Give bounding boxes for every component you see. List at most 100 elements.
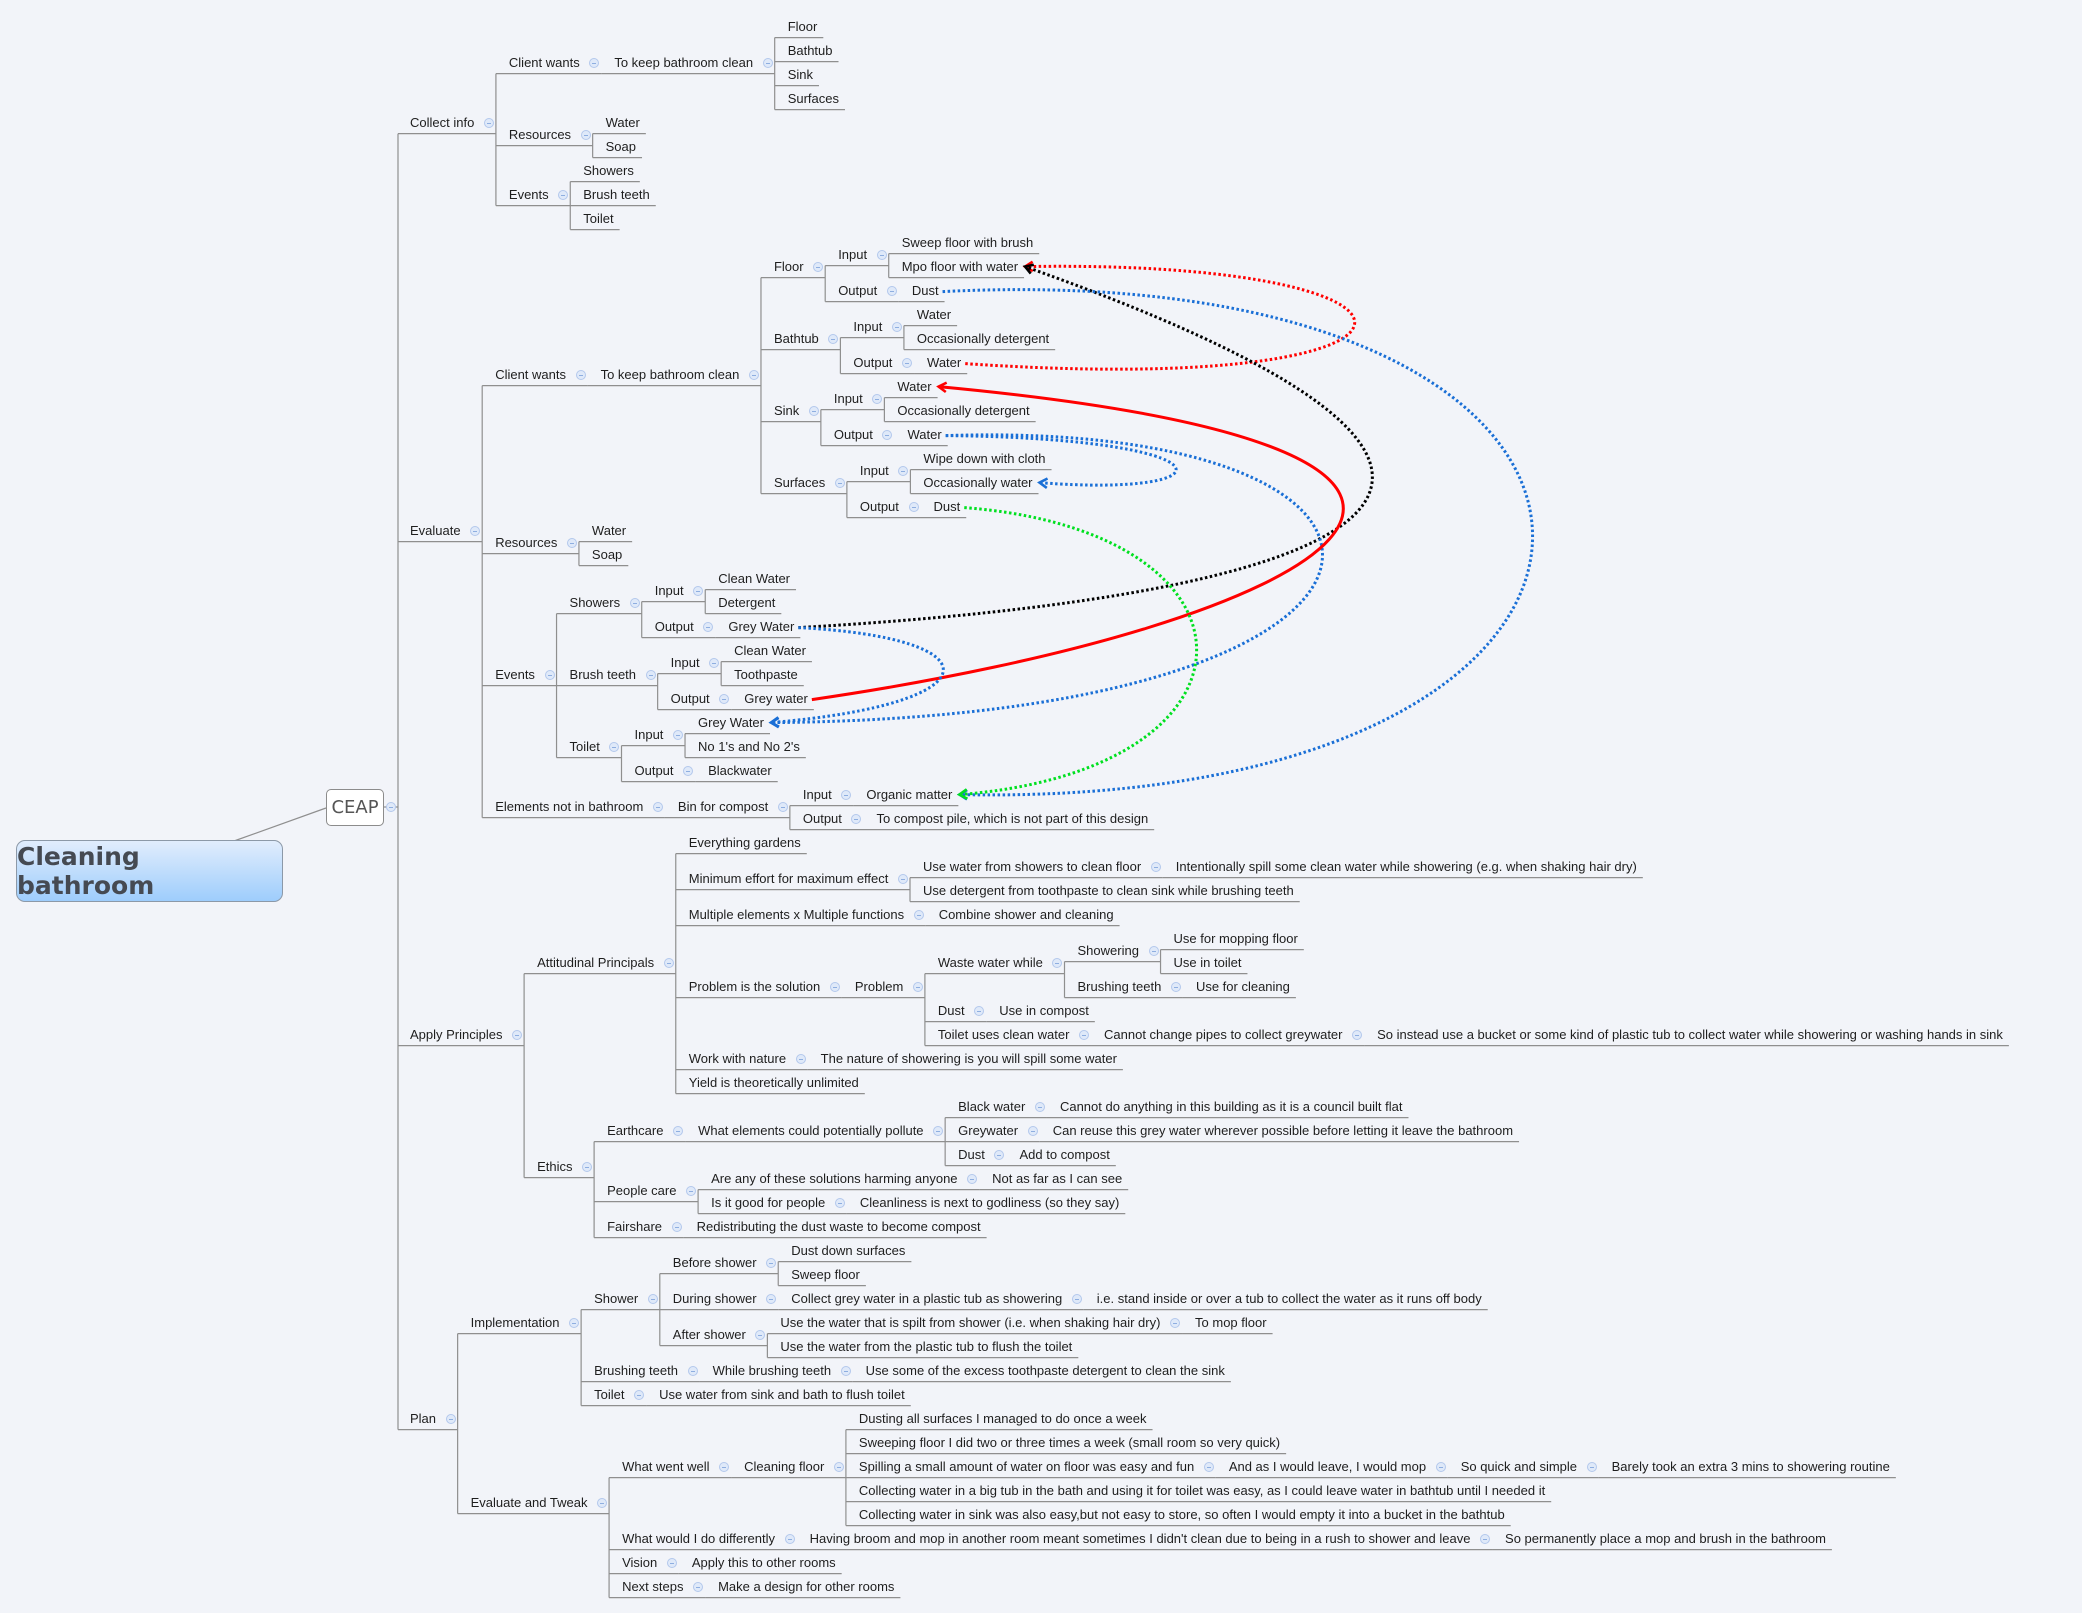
collapse-icon[interactable] [1586,1461,1597,1472]
topic[interactable]: Toilet uses clean water [938,1026,1089,1044]
topic[interactable]: Waste water while [938,954,1063,972]
collapse-icon[interactable] [913,909,924,920]
topic[interactable]: Work with nature [689,1050,806,1068]
topic[interactable]: Sweep floor with brush [902,234,1034,252]
collapse-icon[interactable] [686,1185,697,1196]
topic[interactable]: Yield is theoretically unlimited [689,1074,859,1092]
topic[interactable]: Water [897,378,931,396]
collapse-icon[interactable] [834,1197,845,1208]
topic[interactable]: Input [671,654,720,672]
topic[interactable]: To compost pile, which is not part of th… [876,810,1148,828]
topic[interactable]: Floor [774,258,824,276]
collapse-icon[interactable] [840,1365,851,1376]
collapse-icon[interactable] [580,129,591,140]
topic[interactable]: Showers [583,162,634,180]
topic[interactable]: Resources [495,534,577,552]
topic[interactable]: Not as far as I can see [992,1170,1122,1188]
topic[interactable]: The nature of showering is you will spil… [821,1050,1117,1068]
topic[interactable]: Barely took an extra 3 mins to showering… [1612,1458,1890,1476]
topic[interactable]: Problem is the solution [689,978,840,996]
topic[interactable]: Bin for compost [678,798,788,816]
topic[interactable]: Dust down surfaces [791,1242,905,1260]
collapse-icon[interactable] [719,1461,730,1472]
topic[interactable]: Use in compost [999,1002,1089,1020]
collapse-icon[interactable] [908,501,919,512]
topic[interactable]: Use water from showers to clean floor [923,858,1161,876]
topic[interactable]: What went well [622,1458,730,1476]
collapse-icon[interactable] [912,981,923,992]
topic[interactable]: Use water from sink and bath to flush to… [659,1386,905,1404]
collapse-icon[interactable] [663,957,674,968]
collapse-icon[interactable] [683,765,694,776]
topic[interactable]: So permanently place a mop and brush in … [1505,1530,1826,1548]
topic[interactable]: Output [803,810,862,828]
collapse-icon[interactable] [994,1149,1005,1160]
collapse-icon[interactable] [829,981,840,992]
topic[interactable]: Greywater [958,1122,1038,1140]
collapse-icon[interactable] [386,802,396,812]
collapse-icon[interactable] [834,477,845,488]
collapse-icon[interactable] [784,1533,795,1544]
topic[interactable]: Floor [788,18,818,36]
topic[interactable]: Black water [958,1098,1045,1116]
topic[interactable]: Collect grey water in a plastic tub as s… [791,1290,1082,1308]
topic[interactable]: Plan [410,1410,456,1428]
root-topic[interactable]: Cleaning bathroom [16,840,283,902]
collapse-icon[interactable] [808,405,819,416]
collapse-icon[interactable] [673,729,684,740]
central-topic-ceap[interactable]: CEAP [326,789,384,826]
topic[interactable]: Output [834,426,893,444]
collapse-icon[interactable] [833,1461,844,1472]
collapse-icon[interactable] [652,801,663,812]
topic[interactable]: Attitudinal Principals [537,954,674,972]
topic[interactable]: Client wants [509,54,600,72]
collapse-icon[interactable] [777,801,788,812]
collapse-icon[interactable] [666,1557,677,1568]
topic[interactable]: Earthcare [607,1122,684,1140]
topic[interactable]: Brushing teeth [1078,978,1181,996]
topic[interactable]: Can reuse this grey water wherever possi… [1053,1122,1513,1140]
collapse-icon[interactable] [1170,1317,1181,1328]
topic[interactable]: People care [607,1182,697,1200]
collapse-icon[interactable] [898,465,909,476]
collapse-icon[interactable] [891,321,902,332]
collapse-icon[interactable] [795,1053,806,1064]
topic[interactable]: Collect info [410,114,494,132]
collapse-icon[interactable] [566,537,577,548]
collapse-icon[interactable] [569,1317,580,1328]
topic[interactable]: While brushing teeth [713,1362,851,1380]
topic[interactable]: Cannot change pipes to collect greywater [1104,1026,1363,1044]
topic[interactable]: Apply Principles [410,1026,523,1044]
topic[interactable]: Output [635,762,694,780]
collapse-icon[interactable] [1435,1461,1446,1472]
collapse-icon[interactable] [1071,1293,1082,1304]
topic[interactable]: To mop floor [1195,1314,1267,1332]
topic[interactable]: During shower [673,1290,777,1308]
topic[interactable]: Add to compost [1019,1146,1109,1164]
topic[interactable]: Water [927,354,961,372]
collapse-icon[interactable] [645,669,656,680]
topic[interactable]: Evaluate and Tweak [471,1494,608,1512]
collapse-icon[interactable] [647,1293,658,1304]
collapse-icon[interactable] [671,1221,682,1232]
topic[interactable]: Dust [958,1146,1005,1164]
topic[interactable]: Brush teeth [570,666,656,684]
topic[interactable]: After shower [673,1326,766,1344]
collapse-icon[interactable] [634,1389,645,1400]
topic[interactable]: Events [495,666,555,684]
topic[interactable]: And as I would leave, I would mop [1229,1458,1446,1476]
collapse-icon[interactable] [1170,981,1181,992]
topic[interactable]: Evaluate [410,522,481,540]
topic[interactable]: To keep bathroom clean [614,54,773,72]
collapse-icon[interactable] [1027,1125,1038,1136]
topic[interactable]: Input [803,786,852,804]
topic[interactable]: Organic matter [866,786,952,804]
collapse-icon[interactable] [719,693,730,704]
topic[interactable]: Collecting water in sink was also easy,b… [859,1506,1505,1524]
topic[interactable]: Occasionally water [923,474,1032,492]
topic[interactable]: Toilet [583,210,613,228]
topic[interactable]: Sweep floor [791,1266,860,1284]
collapse-icon[interactable] [483,117,494,128]
topic[interactable]: Everything gardens [689,834,801,852]
topic[interactable]: Soap [592,546,622,564]
